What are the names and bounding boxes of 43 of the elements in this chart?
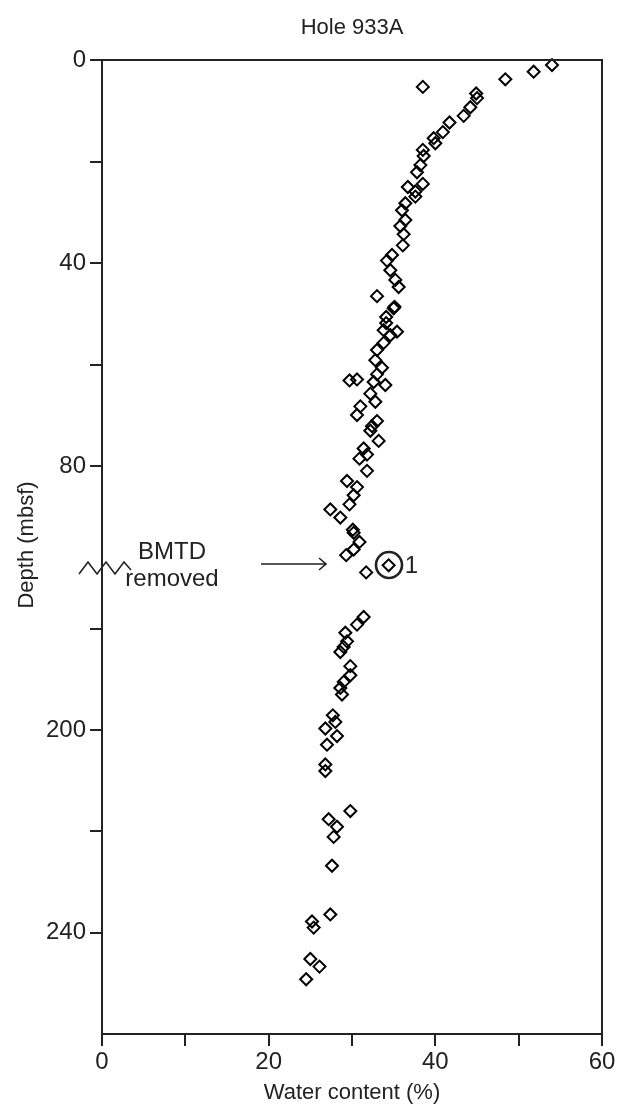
point	[336, 674, 351, 689]
y-tick-label: 240	[45, 917, 86, 945]
point	[318, 764, 333, 779]
y-tick-label: 40	[59, 247, 86, 275]
x-tick-label: 20	[255, 1047, 283, 1075]
y-tick-label: 200	[45, 714, 86, 742]
point	[312, 959, 327, 974]
x-tick-label: 40	[421, 1047, 449, 1075]
point	[299, 972, 314, 987]
point	[306, 920, 321, 935]
point	[343, 804, 358, 819]
point	[305, 914, 319, 929]
annotation: BMTD removed	[124, 537, 220, 591]
point	[320, 737, 334, 752]
point	[325, 708, 340, 723]
point	[303, 952, 318, 967]
point	[336, 639, 351, 654]
point	[325, 858, 339, 873]
point	[350, 617, 364, 632]
point	[343, 659, 358, 674]
point	[326, 829, 341, 844]
y-axis-title: Depth (mbsf)	[13, 481, 39, 609]
point	[356, 610, 371, 625]
point	[335, 687, 349, 702]
x-tick-label: 0	[95, 1047, 109, 1075]
point	[333, 680, 348, 695]
point	[330, 819, 344, 834]
point	[328, 714, 343, 729]
point	[340, 634, 354, 649]
point	[343, 668, 358, 683]
point	[330, 729, 344, 744]
point	[321, 812, 336, 827]
x-tick-label: 60	[588, 1047, 616, 1075]
chart-title: Hole 933A	[299, 14, 405, 40]
point	[323, 907, 338, 922]
y-tick-label: 0	[72, 44, 86, 72]
point	[318, 721, 333, 736]
x-axis-title: Water content (%)	[263, 1078, 441, 1104]
y-tick-label: 80	[59, 450, 86, 478]
point	[333, 644, 348, 659]
point	[318, 757, 333, 772]
point	[338, 625, 353, 640]
annotation: 1	[404, 551, 419, 579]
